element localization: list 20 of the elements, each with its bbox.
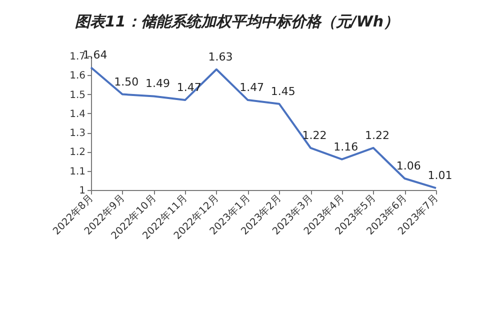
data-label: 1.50 (114, 75, 139, 88)
y-tick-label: 1 (79, 186, 86, 196)
data-label: 1.22 (365, 128, 390, 142)
data-label: 1.45 (270, 84, 296, 98)
data-label: 1.01 (428, 169, 452, 182)
chart-title: 图表11：储能系统加权平均中标价格（元/Wh） (75, 12, 399, 30)
y-tick-label: 1.2 (70, 147, 86, 158)
data-label: 1.06 (396, 160, 421, 173)
y-tick-label: 1.1 (70, 166, 86, 178)
y-tick-label: 1.7 (70, 52, 86, 62)
data-label: 1.63 (208, 50, 233, 64)
data-label: 1.64 (82, 48, 108, 62)
y-tick-label: 1.3 (70, 128, 86, 140)
y-tick-label: 1.5 (70, 90, 86, 101)
data-label: 1.47 (240, 81, 264, 94)
data-label: 1.16 (334, 140, 358, 154)
y-tick-label: 1.6 (70, 70, 86, 82)
y-tick-label: 1.4 (70, 108, 86, 120)
data-label: 1.22 (302, 128, 327, 142)
data-label: 1.49 (145, 77, 170, 90)
